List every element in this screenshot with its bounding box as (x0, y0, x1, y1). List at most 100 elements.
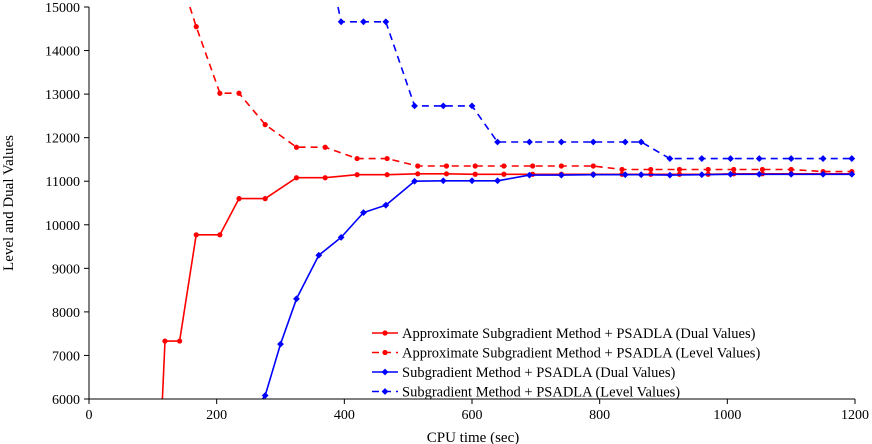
series-3-point (411, 177, 418, 185)
series-4-point (698, 155, 706, 162)
series-2-point (590, 163, 596, 169)
series-2-point (705, 166, 711, 173)
series-4-point (382, 18, 390, 26)
series-1-point (236, 196, 242, 202)
series-3-point (261, 392, 269, 399)
series-4-line (337, 6, 852, 160)
series-3-point (637, 171, 645, 179)
series-2-point (530, 163, 536, 169)
series-2-point (788, 166, 794, 173)
x-tick-label: 600 (462, 408, 483, 423)
series-3-point (819, 170, 827, 178)
x-axis-title: CPU time (sec) (427, 430, 519, 444)
x-tick-label: 800 (589, 408, 610, 423)
series-2-point (217, 90, 223, 96)
series-2-point (472, 163, 478, 169)
legend-marker (381, 368, 389, 376)
x-tick-label: 200 (206, 408, 227, 423)
x-tick-label: 0 (86, 408, 93, 423)
series-4-point (819, 155, 827, 162)
series-2-point (648, 166, 654, 173)
series-1-point (384, 172, 390, 178)
y-tick-label: 8000 (52, 306, 80, 321)
series-3-point (277, 340, 284, 348)
x-tick-label: 400 (334, 408, 355, 423)
series-4 (337, 6, 856, 162)
series-4-point (411, 102, 418, 110)
series-3-point (621, 171, 629, 179)
series-group (161, 6, 856, 400)
series-1-point (262, 196, 268, 202)
series-1-point (217, 232, 223, 238)
y-axis-title: Level and Dual Values (1, 135, 17, 271)
series-3-point (848, 170, 856, 178)
series-3-point (557, 171, 565, 179)
legend: Approximate Subgradient Method + PSADLA … (372, 326, 760, 401)
series-2-point (619, 166, 625, 173)
series-4-point (468, 102, 476, 110)
axes: 6000700080009000100001100012000130001400… (45, 1, 869, 423)
series-2-point (676, 166, 683, 173)
y-tick-label: 9000 (52, 262, 80, 277)
series-1-point (322, 175, 328, 181)
series-3 (261, 170, 856, 400)
series-4-point (666, 155, 674, 162)
series-2-point (443, 163, 450, 169)
series-2-point (322, 144, 328, 150)
series-2-point (293, 144, 300, 150)
series-3-point (360, 209, 367, 216)
series-3-point (337, 234, 345, 241)
series-2-point (731, 166, 737, 173)
y-tick-label: 6000 (52, 393, 80, 408)
series-3-point (315, 251, 323, 259)
legend-marker (382, 349, 388, 356)
series-3-line (261, 173, 852, 400)
series-1-point (177, 338, 183, 344)
series-4-point (360, 18, 367, 26)
y-tick-label: 7000 (52, 349, 80, 364)
x-tick-label: 1000 (713, 408, 741, 423)
series-1-point (415, 171, 421, 177)
series-3-point (439, 177, 447, 185)
series-1-point (193, 232, 199, 238)
series-2-point (262, 122, 268, 128)
series-1-point (443, 171, 450, 177)
legend-marker (382, 330, 388, 336)
y-tick-label: 10000 (45, 219, 80, 234)
series-1-point (501, 171, 507, 177)
series-3-point (787, 170, 795, 178)
series-4-point (787, 155, 795, 162)
series-2 (189, 6, 855, 175)
series-3-point (589, 171, 597, 179)
y-tick-label: 11000 (46, 175, 80, 190)
legend-label: Approximate Subgradient Method + PSADLA … (402, 346, 760, 362)
series-2-point (384, 155, 390, 162)
series-3-point (666, 171, 674, 179)
legend-label: Subgradient Method + PSADLA (Dual Values… (402, 365, 675, 381)
legend-item-4: Subgradient Method + PSADLA (Level Value… (372, 385, 680, 401)
legend-item-3: Subgradient Method + PSADLA (Dual Values… (372, 365, 675, 381)
y-tick-label: 13000 (45, 88, 80, 103)
series-2-point (558, 163, 564, 169)
plot-area (161, 6, 856, 400)
series-2-point (193, 24, 199, 30)
series-1-point (162, 338, 168, 344)
series-3-point (698, 171, 706, 179)
series-4-point (589, 138, 597, 146)
legend-marker (381, 388, 389, 395)
series-3-point (468, 177, 476, 185)
series-4-point (557, 138, 565, 146)
series-1-point (472, 171, 478, 177)
series-3-point (526, 171, 533, 179)
legend-item-1: Approximate Subgradient Method + PSADLA … (372, 326, 756, 342)
series-4-point (637, 138, 645, 146)
series-4-point (494, 138, 501, 146)
series-1-point (293, 175, 300, 181)
series-3-point (293, 295, 300, 303)
series-4-point (755, 155, 763, 162)
y-tick-label: 12000 (45, 132, 80, 147)
legend-label: Subgradient Method + PSADLA (Level Value… (402, 385, 680, 401)
series-3-point (755, 170, 763, 178)
series-4-point (337, 18, 345, 26)
